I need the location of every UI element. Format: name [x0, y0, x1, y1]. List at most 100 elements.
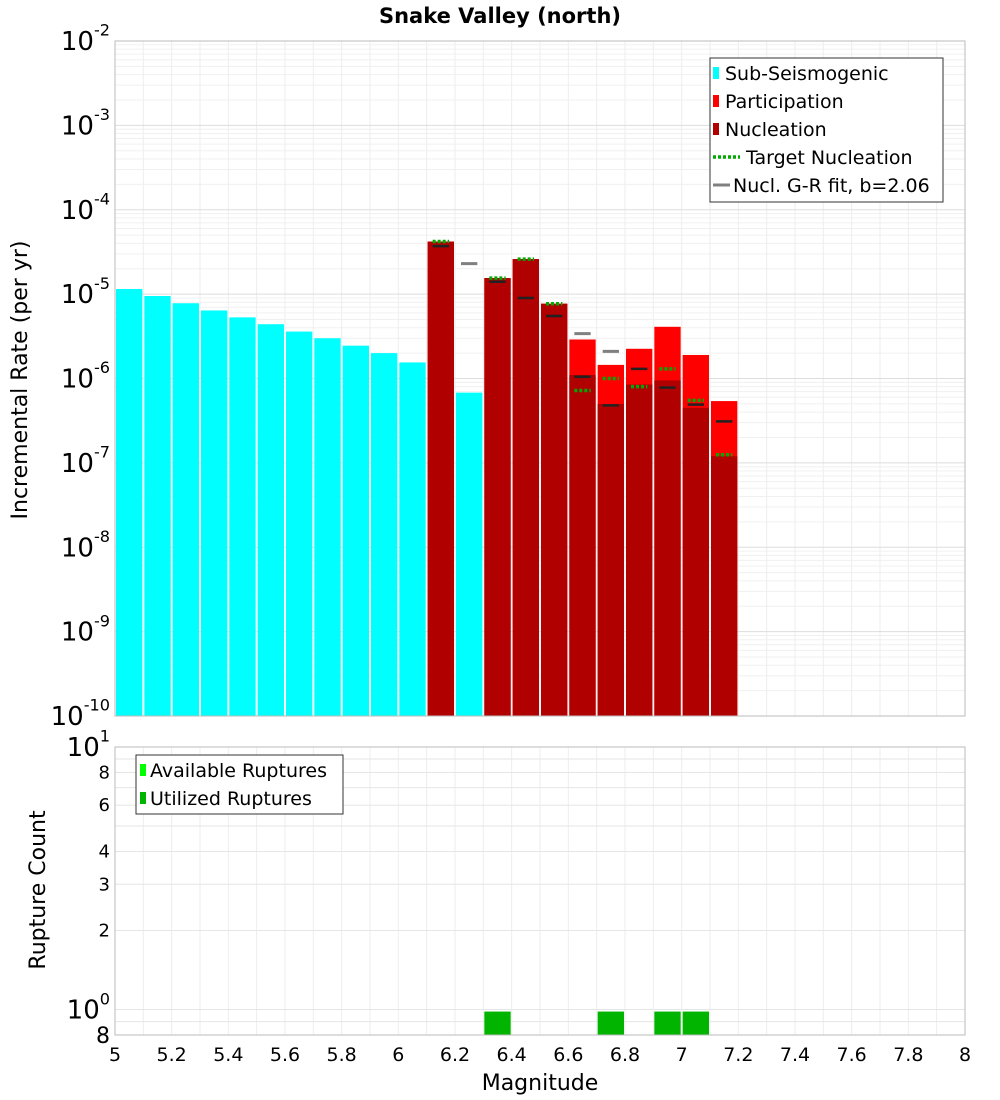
rate-y-tick-label: 10-6 [61, 358, 110, 394]
rate-y-tick-label-base: 10 [61, 365, 94, 395]
x-tick-label: 5.8 [327, 1044, 357, 1066]
sub-seismogenic-bar [116, 289, 143, 716]
nucleation-bar [711, 456, 738, 716]
count-legend-box [135, 754, 344, 815]
count-legend: Available Ruptures Utilized Ruptures [135, 754, 344, 815]
rate-y-tick-label-base: 10 [61, 449, 94, 479]
sub-seismogenic-bar [342, 345, 369, 716]
nucleation-bar [484, 278, 511, 716]
x-tick-label: 5 [109, 1044, 121, 1066]
nucleation-bar [569, 375, 596, 716]
rate-legend-box [709, 57, 944, 203]
chart-title: Snake Valley (north) [379, 4, 621, 28]
rate-y-tick-label: 10-9 [61, 611, 110, 647]
utilized-ruptures-bar [654, 1011, 681, 1035]
rate-plot: 10-1010-910-810-710-610-510-410-310-2Sub… [51, 21, 966, 732]
sub-seismogenic-bar [456, 392, 483, 716]
count-plot-frame [114, 746, 966, 1036]
nucleation-bar [654, 380, 681, 716]
rate-y-tick-label-exp: -9 [94, 611, 110, 630]
rate-y-tick-label-base: 10 [61, 196, 94, 226]
y-axis-label-count: Rupture Count [26, 810, 51, 970]
count-y-tick-label-base: 3 [99, 874, 110, 895]
rate-plot-frame [114, 40, 966, 717]
rate-y-tick-label-exp: -2 [94, 21, 110, 40]
rate-y-tick-label-base: 10 [61, 618, 94, 648]
rate-y-tick-label-exp: -5 [94, 274, 110, 293]
x-tick-label: 8 [959, 1044, 971, 1066]
rate-y-tick-label-base: 10 [61, 280, 94, 310]
count-y-tick-label-exp: 1 [100, 727, 110, 746]
y-axis-label-rate: Incremental Rate (per yr) [8, 241, 33, 520]
count-y-tick-label: 101 [67, 727, 110, 763]
rate-y-tick-label-base: 10 [61, 533, 94, 563]
count-y-tick-label-base: 6 [99, 795, 110, 816]
count-y-tick-label: 6 [99, 795, 110, 816]
rate-y-tick-label: 10-3 [61, 105, 110, 141]
count-legend-swatch [140, 792, 146, 804]
sub-seismogenic-bar [201, 310, 228, 716]
rate-y-tick-label-exp: -4 [94, 189, 110, 208]
count-y-tick-label-base: 8 [96, 1024, 110, 1049]
x-tick-label: 7 [676, 1044, 688, 1066]
x-tick-label: 5.2 [157, 1044, 187, 1066]
rate-legend: Sub-Seismogenic Participation Nucleation Ta… [709, 57, 944, 203]
count-legend-label: Utilized Ruptures [150, 788, 312, 810]
count-y-tick-label: 100 [67, 989, 110, 1025]
rate-y-tick-label: 10-8 [61, 527, 110, 563]
x-tick-label: 6.6 [553, 1044, 583, 1066]
rate-y-tick-label: 10-5 [61, 274, 110, 310]
rate-legend-swatch [713, 95, 719, 107]
count-y-tick-label-base: 2 [99, 921, 110, 942]
rate-y-tick-label-exp: -10 [84, 696, 110, 715]
sub-seismogenic-bar [172, 303, 199, 716]
x-tick-label: 6.4 [497, 1044, 527, 1066]
x-tick-label: 6.2 [440, 1044, 470, 1066]
rate-legend-label: Target Nucleation [745, 147, 913, 169]
rate-y-tick-label-exp: -3 [94, 105, 110, 124]
sub-seismogenic-bar [371, 353, 398, 716]
count-legend-label: Available Ruptures [150, 760, 327, 782]
nucleation-bar [541, 303, 568, 716]
count-y-tick-label-base: 4 [99, 841, 110, 862]
nucleation-bar [512, 259, 539, 716]
x-tick-label: 5.4 [213, 1044, 243, 1066]
count-y-tick-label-base: 8 [99, 762, 110, 783]
count-y-tick-label-base: 10 [67, 733, 100, 763]
sub-seismogenic-bar [286, 331, 313, 716]
count-y-tick-label: 4 [99, 841, 110, 862]
sub-seismogenic-bar [257, 324, 284, 716]
sub-seismogenic-bar [229, 317, 256, 716]
count-legend-swatch [140, 764, 146, 776]
x-tick-label: 7.2 [723, 1044, 753, 1066]
rate-legend-swatch [713, 67, 719, 79]
count-y-tick-label: 8 [96, 1024, 110, 1049]
rate-y-tick-label-base: 10 [51, 702, 84, 732]
x-tick-label: 7.4 [780, 1044, 810, 1066]
count-y-tick-label: 8 [99, 762, 110, 783]
sub-seismogenic-bar [144, 296, 171, 716]
count-y-tick-label: 3 [99, 874, 110, 895]
sub-seismogenic-bar [314, 338, 341, 716]
rate-y-tick-label: 10-2 [61, 21, 110, 57]
rate-y-tick-label-exp: -7 [94, 443, 110, 462]
nucleation-bar [682, 407, 709, 716]
rate-y-tick-label: 10-10 [51, 696, 110, 732]
x-tick-label: 7.8 [893, 1044, 923, 1066]
rate-y-tick-label-exp: -8 [94, 527, 110, 546]
count-y-tick-label-base: 10 [67, 996, 100, 1026]
count-y-tick-label: 2 [99, 921, 110, 942]
nucleation-bar [597, 403, 624, 716]
rate-y-tick-label-base: 10 [61, 27, 94, 57]
x-tick-label: 6 [392, 1044, 404, 1066]
x-axis-label: Magnitude [482, 1071, 599, 1096]
utilized-ruptures-bar [484, 1011, 511, 1035]
nucleation-bar [427, 241, 454, 717]
rate-legend-swatch [713, 123, 719, 135]
utilized-ruptures-bar [682, 1011, 709, 1035]
x-tick-label: 6.8 [610, 1044, 640, 1066]
rate-legend-label: Nucl. G-R fit, b=2.06 [733, 175, 930, 197]
rate-y-tick-label-base: 10 [61, 111, 94, 141]
